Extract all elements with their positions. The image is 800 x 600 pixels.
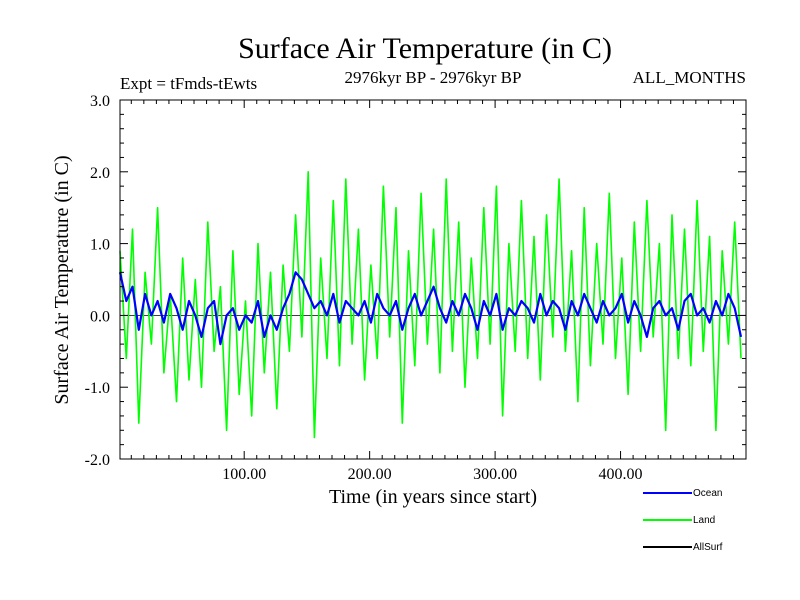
y-tick-label: 0.0 xyxy=(90,308,110,325)
y-tick-label: 1.0 xyxy=(90,237,110,254)
y-tick-label: -1.0 xyxy=(85,380,110,397)
y-tick-label: 3.0 xyxy=(90,93,110,110)
x-tick-label: 400.00 xyxy=(599,466,643,483)
legend: Ocean Land AllSurf xyxy=(643,488,723,553)
x-axis-label: Time (in years since start) xyxy=(329,486,537,508)
x-tick-label: 200.00 xyxy=(348,466,392,483)
x-axis: 100.00 200.00 300.00 400.00 xyxy=(130,100,734,483)
y-axis: -2.0 -1.0 0.0 1.0 2.0 3.0 xyxy=(85,93,746,469)
x-tick-label: 100.00 xyxy=(222,466,266,483)
legend-label-allsurf: AllSurf xyxy=(693,542,723,553)
y-axis-label: Surface Air Temperature (in C) xyxy=(51,155,73,404)
time-range-label: 2976kyr BP - 2976kyr BP xyxy=(345,68,522,87)
series-line-land xyxy=(119,171,742,439)
series-layer xyxy=(118,171,746,439)
experiment-label: Expt = tFmds-tEwts xyxy=(120,74,257,93)
plot-frame xyxy=(119,99,747,460)
y-tick-label: -2.0 xyxy=(85,452,110,469)
y-tick-label: 2.0 xyxy=(90,165,110,182)
series-line-ocean xyxy=(118,271,743,346)
legend-label-land: Land xyxy=(693,515,715,526)
legend-label-ocean: Ocean xyxy=(693,488,722,499)
x-tick-label: 300.00 xyxy=(473,466,517,483)
chart-title: Surface Air Temperature (in C) xyxy=(238,32,612,65)
months-label: ALL_MONTHS xyxy=(633,68,746,87)
